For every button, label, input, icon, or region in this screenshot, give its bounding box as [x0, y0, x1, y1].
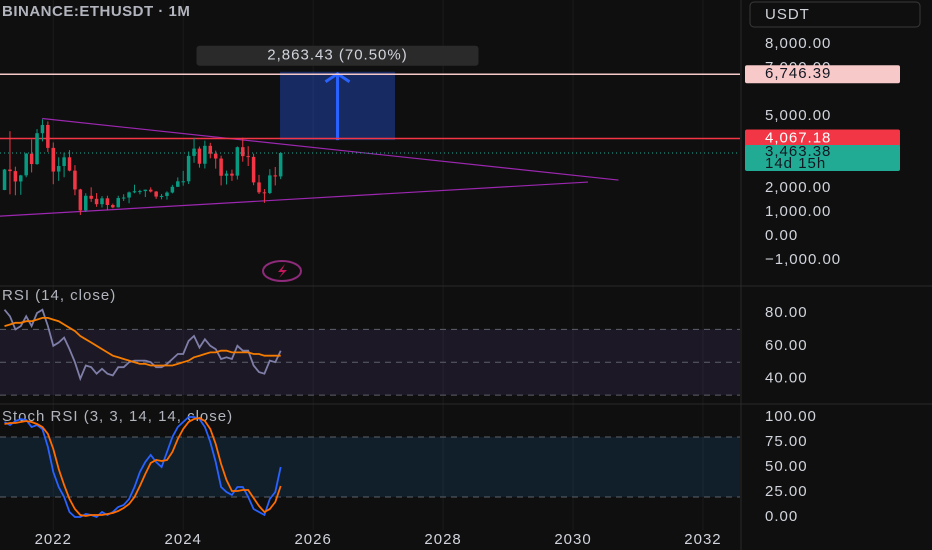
y-tick-label: 0.00: [765, 227, 798, 244]
countdown-label: 14d 15h: [765, 155, 826, 172]
price-label: 3,463.38: [765, 143, 831, 160]
trend-line: [42, 117, 619, 181]
candle-body: [51, 147, 56, 172]
band: [0, 437, 740, 497]
candle-body: [13, 171, 18, 182]
indicator-line: [4, 417, 282, 517]
candle-body: [83, 195, 88, 211]
candle-body: [203, 145, 207, 164]
currency-label: USDT: [765, 6, 810, 23]
x-tick-label: 2022: [35, 531, 72, 548]
y-tick-label: 25.00: [765, 483, 808, 500]
candle-body: [2, 169, 7, 191]
indicator-line: [4, 317, 281, 367]
candle-body: [176, 181, 180, 187]
measure-label: 2,863.43 (70.50%): [267, 47, 407, 64]
candle-body: [197, 148, 202, 164]
candle-body: [219, 158, 223, 176]
y-tick-label: 60.00: [765, 337, 808, 354]
y-tick-label: 40.00: [765, 370, 808, 387]
candle-body: [35, 133, 39, 165]
candle-body: [111, 204, 115, 208]
candle-body: [148, 189, 153, 192]
candle-body: [273, 175, 278, 177]
candle-body: [268, 175, 272, 194]
y-tick-label: 75.00: [765, 433, 808, 450]
candle-body: [181, 181, 185, 183]
candle-body: [73, 170, 77, 190]
candle-body: [40, 124, 45, 134]
y-tick-label: 100.00: [765, 408, 817, 425]
candle-body: [192, 148, 196, 156]
x-tick-label: 2024: [165, 531, 202, 548]
candle-body: [19, 175, 23, 182]
y-tick-label: 2,000.00: [765, 179, 831, 196]
candle-body: [100, 198, 104, 205]
y-tick-label: 80.00: [765, 304, 808, 321]
candle-body: [246, 156, 250, 158]
candle-body: [165, 192, 169, 196]
y-tick-label: 8,000.00: [765, 35, 831, 52]
candle-body: [94, 198, 99, 205]
candle-body: [208, 145, 213, 154]
price-label: 6,746.39: [765, 65, 831, 82]
candle-body: [67, 157, 72, 171]
candle-body: [154, 191, 158, 197]
candle-body: [62, 157, 66, 167]
price-label-box: [745, 144, 900, 171]
candle-body: [132, 191, 137, 193]
price-label-box: [745, 65, 900, 84]
y-tick-label: 0.00: [765, 508, 798, 525]
candle-body: [159, 195, 164, 197]
candle-body: [56, 166, 61, 172]
candle-body: [121, 197, 126, 199]
price-label-box: [745, 129, 900, 148]
currency-button[interactable]: [749, 1, 921, 28]
candle-body: [224, 173, 229, 176]
candle-body: [241, 147, 245, 157]
candle-body: [143, 189, 148, 192]
candle-body: [138, 191, 142, 193]
candle-body: [257, 182, 261, 193]
pane-title: Stoch RSI (3, 3, 14, 14, close): [2, 408, 233, 425]
x-tick-label: 2030: [554, 531, 591, 548]
candle-body: [262, 192, 267, 194]
x-tick-label: 2032: [684, 531, 721, 548]
y-tick-label: −1,000.00: [765, 251, 841, 268]
x-tick-label: 2026: [294, 531, 331, 548]
candle-body: [278, 152, 283, 177]
y-tick-label: 5,000.00: [765, 107, 831, 124]
chart-title: BINANCE:ETHUSDT · 1M: [2, 3, 190, 20]
candle-body: [29, 153, 34, 165]
x-tick-label: 2028: [424, 531, 461, 548]
candle-body: [89, 195, 93, 199]
candle-body: [251, 156, 256, 183]
y-tick-label: 1,000.00: [765, 203, 831, 220]
candle-body: [213, 153, 218, 159]
candle-body: [46, 124, 50, 148]
y-tick-label: 50.00: [765, 458, 808, 475]
price-label: 4,067.18: [765, 129, 831, 146]
candle-body: [235, 147, 240, 176]
candle-body: [105, 198, 110, 205]
candle-body: [8, 169, 12, 172]
trend-line: [0, 181, 589, 217]
candle-body: [230, 173, 234, 176]
candle-body: [116, 198, 121, 208]
candle-body: [24, 153, 28, 176]
candle-body: [170, 186, 175, 193]
measure-label-box: [196, 45, 479, 66]
replay-icon[interactable]: [262, 260, 302, 282]
candle-body: [186, 155, 191, 182]
candle-body: [127, 192, 131, 198]
pane-title: RSI (14, close): [2, 287, 116, 304]
candle-body: [78, 189, 83, 211]
